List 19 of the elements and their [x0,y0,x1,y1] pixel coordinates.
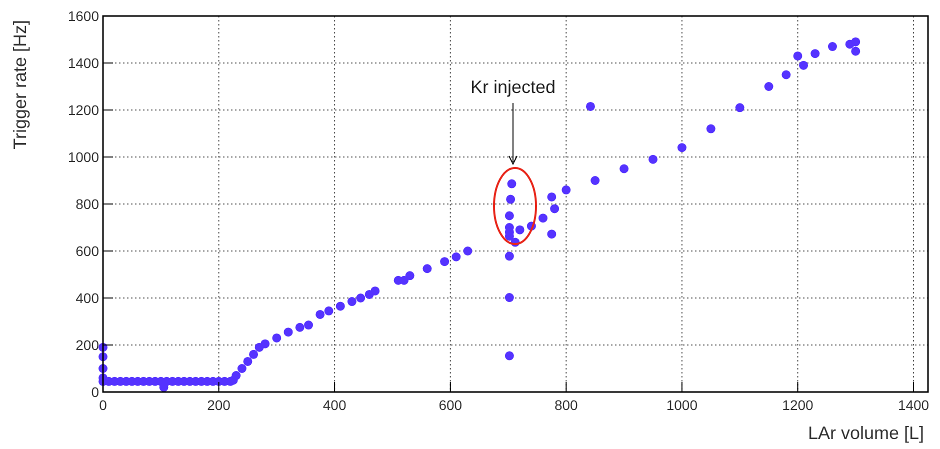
y-tick-label: 1400 [68,55,100,71]
y-tick-label: 1000 [68,149,100,165]
annotation: Kr injected [470,77,556,97]
y-tick-label: 200 [76,337,100,353]
x-axis-title: LAr volume [L] [808,423,924,443]
y-tick-label: 1600 [68,8,100,24]
y-tick-label: 1200 [68,102,100,118]
x-tick-label: 200 [207,397,231,413]
y-axis-title: Trigger rate [Hz] [10,20,30,150]
y-tick-label: 600 [76,243,100,259]
x-tick-label: 400 [322,397,346,413]
y-tick-label: 0 [91,384,100,400]
x-tick-label: 1200 [782,397,814,413]
x-tick-label: 1400 [898,397,930,413]
x-tick-label: 1000 [666,397,698,413]
x-tick-label: 600 [438,397,462,413]
y-tick-label: 800 [76,196,100,212]
y-tick-label: 400 [76,290,100,306]
x-tick-label: 800 [554,397,578,413]
